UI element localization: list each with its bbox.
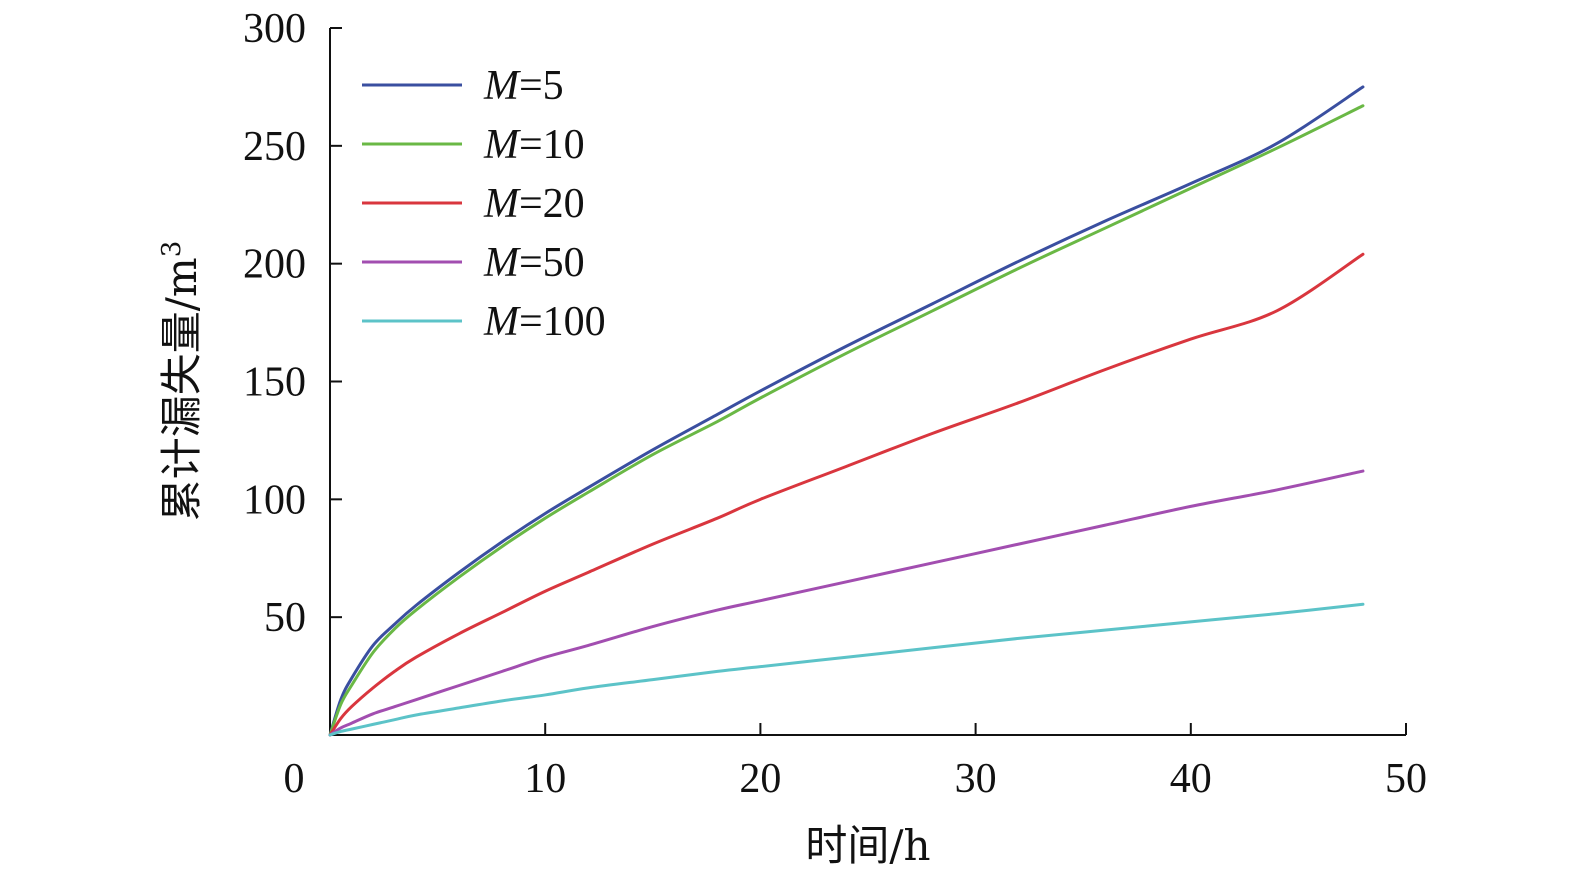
legend-label-variable: M xyxy=(483,181,521,227)
legend-label-value: =50 xyxy=(519,240,585,286)
series-group xyxy=(328,85,1365,737)
y-tick-label: 150 xyxy=(243,360,306,406)
x-tick-label: 40 xyxy=(1170,756,1212,802)
legend-label-value: =20 xyxy=(519,181,585,227)
y-tick-label: 200 xyxy=(243,242,306,288)
x-axis-title: 时间/h xyxy=(805,821,930,870)
legend: M=5M=10M=20M=50M=100 xyxy=(362,63,606,345)
series-line-m5 xyxy=(328,85,1365,737)
legend-label: M=50 xyxy=(483,240,585,286)
x-tick-label: 30 xyxy=(955,756,997,802)
series-line-m10 xyxy=(328,104,1365,737)
x-ticks: 0 10 20 30 40 50 xyxy=(284,723,1427,802)
legend-label: M=100 xyxy=(483,299,606,345)
y-axis-title-main: 累计漏失量/m xyxy=(157,257,206,521)
legend-label-variable: M xyxy=(483,299,521,345)
y-axis-title-superscript: 3 xyxy=(157,241,187,258)
legend-label: M=20 xyxy=(483,181,585,227)
x-tick-label: 50 xyxy=(1385,756,1427,802)
series-line-m50 xyxy=(328,469,1365,737)
legend-label-variable: M xyxy=(483,240,521,286)
legend-label-value: =100 xyxy=(519,299,606,345)
x-tick-label: 0 xyxy=(284,756,305,802)
legend-label: M=10 xyxy=(483,122,585,168)
legend-label-value: =5 xyxy=(519,63,564,109)
y-tick-label: 250 xyxy=(243,124,306,170)
y-tick-label: 300 xyxy=(243,6,306,52)
y-axis-title: 累计漏失量/m3 xyxy=(157,241,206,522)
series-line-m100 xyxy=(328,602,1365,737)
legend-label-variable: M xyxy=(483,122,521,168)
x-tick-label: 10 xyxy=(524,756,566,802)
legend-label-variable: M xyxy=(483,63,521,109)
y-tick-label: 100 xyxy=(243,477,306,523)
y-tick-label: 50 xyxy=(264,595,306,641)
y-ticks: 50 100 150 200 250 300 xyxy=(243,6,342,641)
series-line-m20 xyxy=(328,252,1365,737)
x-tick-label: 20 xyxy=(739,756,781,802)
legend-label-value: =10 xyxy=(519,122,585,168)
legend-label: M=5 xyxy=(483,63,564,109)
